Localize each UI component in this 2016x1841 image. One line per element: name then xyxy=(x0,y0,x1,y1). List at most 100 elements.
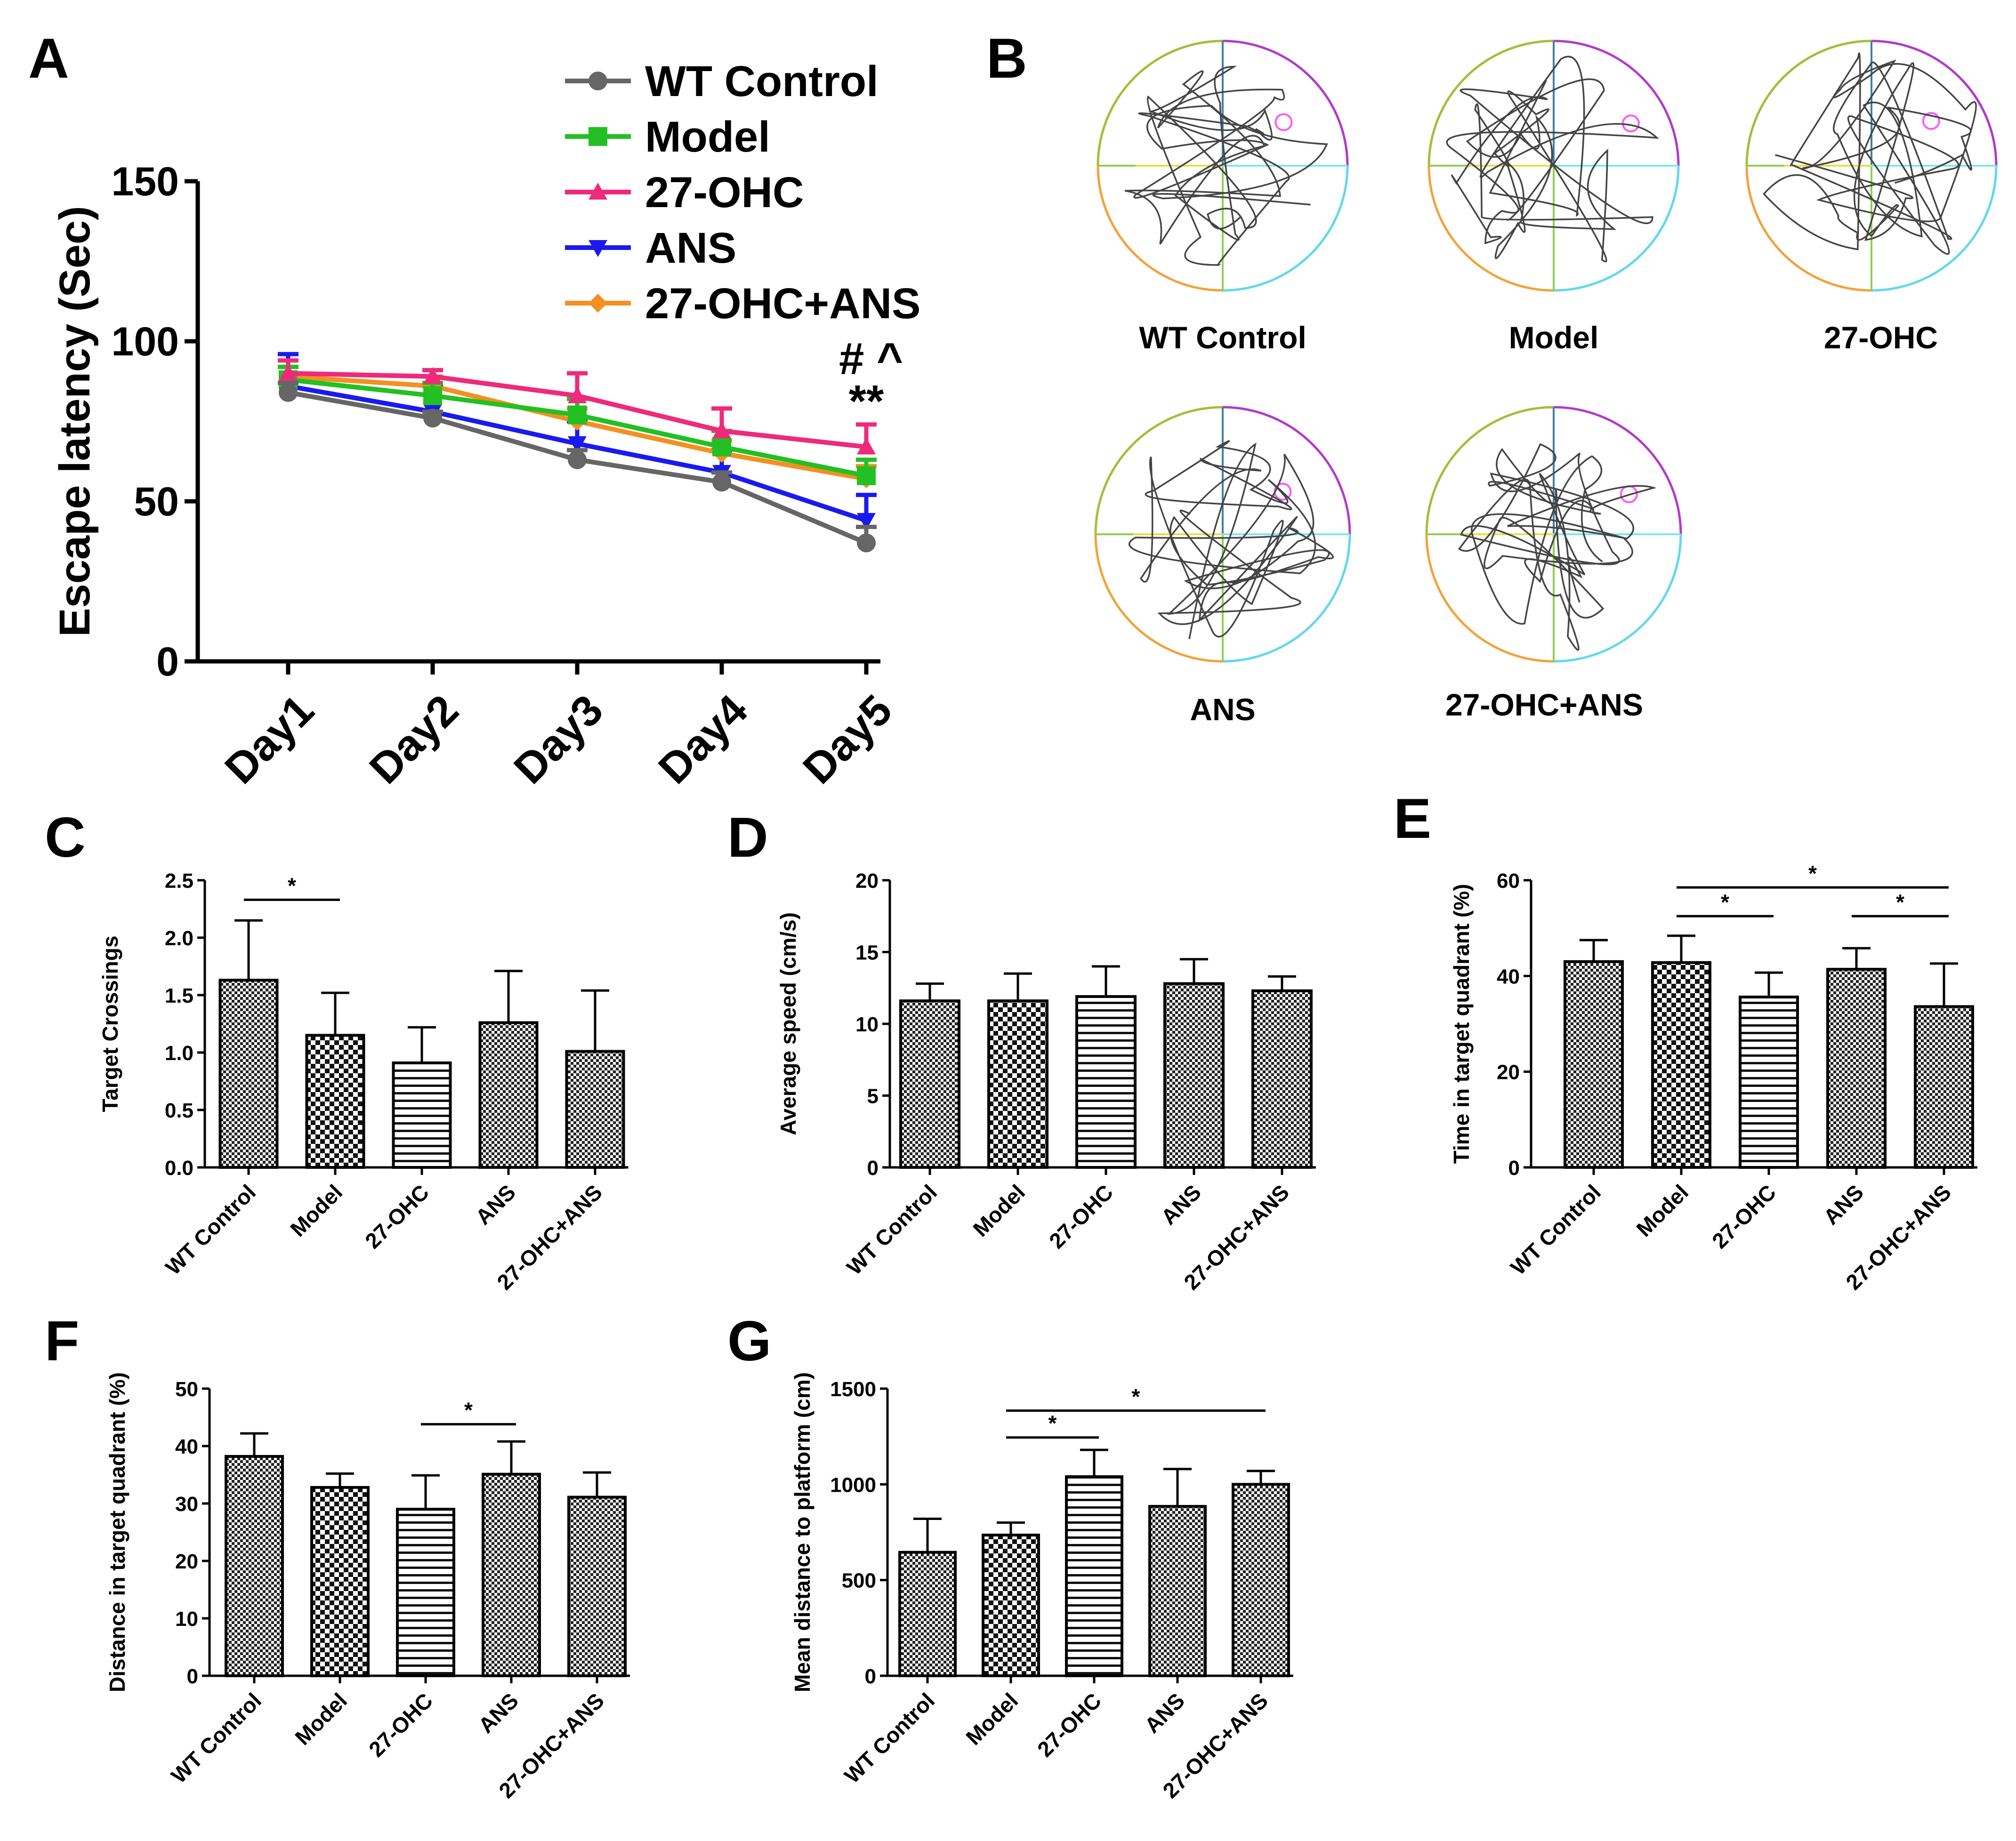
y-tick-label: 0.5 xyxy=(165,1099,194,1122)
bar-model xyxy=(310,1486,370,1678)
y-tick-label: 100 xyxy=(112,319,179,364)
y-tick-label: 1500 xyxy=(830,1378,876,1401)
maze-wall-quadrant xyxy=(1553,165,1680,292)
bar-27-ohc-ans xyxy=(565,1050,625,1169)
data-point-27-ohc-day3 xyxy=(568,386,587,403)
maze-platform xyxy=(1922,112,1940,130)
annotation-double-star: ** xyxy=(849,376,884,426)
x-tick-label-27-ohc: 27-OHC xyxy=(364,1688,437,1761)
y-tick-label: 15 xyxy=(855,941,879,965)
data-point-27-ohc-day2 xyxy=(423,367,442,384)
maze-wall-quadrant xyxy=(1222,534,1351,663)
series-wt-control xyxy=(278,380,877,553)
bar-27-ohc-ans xyxy=(567,1495,627,1678)
x-tick-label-ans: ANS xyxy=(474,1688,523,1737)
x-tick-label-27-ohc: 27-OHC xyxy=(1032,1688,1106,1761)
y-tick-label: 0 xyxy=(865,1665,876,1688)
significance-star: * xyxy=(288,873,296,898)
legend-marker-ans xyxy=(589,240,607,257)
panel-letter-e: E xyxy=(1394,787,1431,850)
maze-label-wt-control: WT Control xyxy=(1139,320,1306,355)
panel-a-escape-latency-chart: 0 50 100 150 Day1 Day2 Day3 Day4 Day5 Escape late… xyxy=(51,57,920,793)
x-tick-label-model: Model xyxy=(290,1688,352,1750)
maze-wall-quadrant xyxy=(1553,40,1680,166)
panel-letter-f: F xyxy=(45,1310,79,1373)
y-tick-label: 2.0 xyxy=(165,927,194,950)
significance-star: * xyxy=(1721,890,1729,914)
legend-marker-27-ohc-ans xyxy=(589,294,607,313)
bar-27-ohc-ans xyxy=(1232,1483,1290,1677)
maze-platform xyxy=(1621,114,1640,133)
maze-wall-quadrant xyxy=(1097,165,1223,292)
y-tick-label: 500 xyxy=(842,1569,876,1592)
maze-wall-quadrant xyxy=(1871,40,1998,166)
bar-ans xyxy=(482,1472,541,1678)
x-tick-label-model: Model xyxy=(1631,1180,1693,1241)
x-tick-label-day2: Day2 xyxy=(360,686,468,793)
y-tick-label: 1000 xyxy=(830,1473,876,1496)
y-tick-label: 40 xyxy=(1497,965,1520,988)
maze-label-27-ohc-ans: 27-OHC+ANS xyxy=(1445,687,1643,722)
bar-27-ohc-ans xyxy=(1914,1005,1974,1169)
y-tick-label: 0.0 xyxy=(165,1157,194,1180)
x-tick-label-day1: Day1 xyxy=(216,686,323,793)
data-point-model-day5 xyxy=(857,466,876,485)
bar-ans xyxy=(1826,968,1887,1169)
maze-ans xyxy=(1094,406,1351,663)
x-tick-label-27-ohc: 27-OHC xyxy=(360,1180,434,1253)
y-tick-label: 50 xyxy=(175,1378,198,1401)
y-axis-title: Average speed (cm/s) xyxy=(776,912,800,1135)
data-point-27-ohc-day4 xyxy=(712,421,731,439)
annotation-hash-caret: # ^ xyxy=(839,334,903,384)
y-tick-label: 0 xyxy=(1508,1157,1520,1180)
legend-label-model: Model xyxy=(645,113,770,161)
bar-27-ohc xyxy=(392,1061,452,1169)
data-point-ans-day3 xyxy=(568,436,587,453)
x-tick-label-wt-control: WT Control xyxy=(842,1180,942,1279)
data-point-27-ohc-day1 xyxy=(279,364,298,381)
y-tick-label: 2.5 xyxy=(165,869,194,892)
data-point-ans-day5 xyxy=(857,513,876,530)
maze-wall-quadrant xyxy=(1425,534,1554,663)
x-tick-label-wt-control: WT Control xyxy=(839,1688,939,1788)
maze-wall-quadrant xyxy=(1094,534,1223,663)
x-tick-label-27-ohc: 27-OHC xyxy=(1044,1180,1118,1253)
bar-27-ohc xyxy=(1065,1475,1123,1677)
series-27-ohc xyxy=(278,358,877,455)
bar-wt-control xyxy=(1564,960,1624,1169)
bar-model xyxy=(987,999,1048,1169)
panel-letter-a: A xyxy=(28,27,69,90)
significance-star: * xyxy=(1808,861,1817,885)
data-point-model-day3 xyxy=(568,405,587,425)
y-axis-title: Target Crossings xyxy=(98,936,122,1112)
x-tick-label-ans: ANS xyxy=(1819,1180,1868,1229)
maze-swim-path xyxy=(1129,440,1334,639)
legend-marker-wt-control xyxy=(589,72,607,90)
bar-model xyxy=(305,1034,365,1169)
y-tick-label: 60 xyxy=(1497,869,1520,892)
y-tick-label: 5 xyxy=(867,1085,879,1108)
maze-wall-quadrant xyxy=(1222,165,1349,292)
maze-27-ohc xyxy=(1745,40,1998,292)
panel-g-mean-distance-chart: 0 500 1000 1500 Mean distance to platform (c… xyxy=(790,1372,1293,1803)
y-tick-label: 1.5 xyxy=(165,984,194,1007)
significance-star: * xyxy=(464,1398,473,1423)
maze-model xyxy=(1427,40,1680,292)
y-tick-label: 1.0 xyxy=(165,1042,194,1065)
maze-label-ans: ANS xyxy=(1190,692,1255,727)
y-tick-label: 40 xyxy=(175,1435,198,1458)
maze-wall-quadrant xyxy=(1222,40,1349,166)
maze-wall-quadrant xyxy=(1871,165,1998,292)
data-point-wt-control-day2 xyxy=(423,409,442,428)
panel-c-target-crossings-chart: 0.0 0.5 1.0 1.5 2.0 2.5 Target Crossings WT Con… xyxy=(98,869,629,1294)
y-tick-label: 10 xyxy=(855,1013,879,1036)
maze-wall-quadrant xyxy=(1427,40,1554,166)
bar-wt-control xyxy=(899,999,960,1169)
significance-star: * xyxy=(1896,890,1904,914)
bar-wt-control xyxy=(225,1455,284,1677)
panel-d-average-speed-chart: 0 5 10 15 20 Average speed (cm/s) WT Control Mo… xyxy=(776,869,1316,1294)
x-tick-label-ans: ANS xyxy=(471,1180,520,1229)
y-axis-title: Distance in target quadrant (%) xyxy=(105,1372,129,1692)
x-tick-label-model: Model xyxy=(961,1688,1023,1750)
bar-27-ohc xyxy=(396,1508,455,1677)
